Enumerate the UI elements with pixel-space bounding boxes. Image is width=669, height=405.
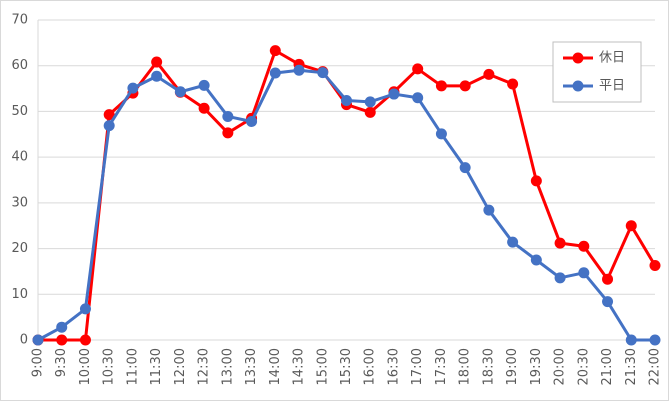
- x-tick-label: 14:30: [292, 348, 307, 385]
- marker: [507, 236, 519, 248]
- y-tick-label: 70: [11, 13, 28, 28]
- x-tick-label: 20:30: [576, 348, 591, 385]
- marker: [222, 110, 234, 122]
- marker: [625, 220, 637, 232]
- marker: [554, 237, 566, 249]
- x-tick-label: 16:30: [386, 348, 401, 385]
- marker: [459, 80, 471, 92]
- x-tick-label: 12:00: [173, 348, 188, 385]
- legend-label: 平日: [599, 79, 625, 94]
- x-tick-label: 12:30: [197, 348, 212, 385]
- x-tick-label: 20:00: [553, 348, 568, 385]
- marker: [127, 82, 139, 94]
- x-tick-label: 22:00: [648, 348, 663, 385]
- y-tick-label: 0: [20, 333, 28, 348]
- marker: [412, 92, 424, 104]
- x-tick-label: 19:30: [529, 348, 544, 385]
- marker: [412, 63, 424, 75]
- x-tick-label: 9:00: [31, 348, 46, 377]
- marker: [602, 296, 614, 308]
- marker: [388, 88, 400, 100]
- marker: [507, 78, 519, 90]
- x-tick-label: 13:30: [244, 348, 259, 385]
- marker: [435, 80, 447, 92]
- y-tick-label: 60: [11, 58, 28, 73]
- marker: [198, 102, 210, 114]
- legend-box: [552, 41, 642, 103]
- marker: [103, 109, 115, 121]
- marker: [269, 67, 281, 79]
- marker: [56, 334, 68, 346]
- marker: [649, 259, 661, 271]
- x-tick-label: 9:30: [54, 348, 69, 377]
- marker: [317, 67, 329, 79]
- marker: [649, 334, 661, 346]
- marker: [483, 204, 495, 216]
- marker: [625, 334, 637, 346]
- x-tick-label: 11:00: [125, 348, 140, 385]
- x-tick-label: 14:00: [268, 348, 283, 385]
- y-tick-label: 10: [11, 287, 28, 302]
- y-tick-label: 40: [11, 150, 28, 165]
- marker: [151, 70, 163, 82]
- marker: [602, 273, 614, 285]
- marker: [341, 94, 352, 106]
- marker: [79, 303, 91, 315]
- x-tick-label: 16:00: [363, 348, 378, 385]
- legend-marker: [572, 52, 584, 64]
- x-tick-label: 11:30: [149, 348, 164, 385]
- x-tick-label: 15:00: [315, 348, 330, 385]
- x-tick-label: 17:00: [410, 348, 425, 385]
- marker: [293, 64, 305, 76]
- legend-marker: [572, 80, 584, 92]
- marker: [530, 254, 542, 266]
- marker: [578, 267, 590, 279]
- marker: [246, 115, 258, 127]
- marker: [222, 127, 234, 139]
- marker: [103, 120, 115, 132]
- legend-label: 休日: [599, 51, 625, 66]
- x-tick-label: 17:30: [434, 348, 449, 385]
- x-tick-label: 10:30: [102, 348, 117, 385]
- marker: [554, 272, 566, 284]
- marker: [56, 321, 68, 333]
- x-tick-label: 21:30: [624, 348, 639, 385]
- marker: [459, 162, 471, 174]
- marker: [151, 56, 163, 68]
- x-tick-label: 19:00: [505, 348, 520, 385]
- marker: [364, 96, 376, 108]
- marker: [269, 45, 281, 57]
- marker: [364, 106, 376, 118]
- marker: [578, 240, 590, 252]
- x-tick-label: 15:30: [339, 348, 354, 385]
- y-tick-label: 20: [11, 241, 28, 256]
- y-tick-label: 50: [11, 104, 28, 119]
- marker: [483, 68, 495, 80]
- marker: [79, 334, 91, 346]
- marker: [198, 79, 210, 91]
- marker: [174, 86, 186, 98]
- marker: [435, 128, 447, 140]
- x-tick-label: 21:00: [600, 348, 615, 385]
- x-tick-label: 10:00: [78, 348, 93, 385]
- y-tick-label: 30: [11, 195, 28, 210]
- x-tick-label: 18:30: [481, 348, 496, 385]
- marker: [32, 334, 44, 346]
- x-tick-label: 13:00: [220, 348, 235, 385]
- marker: [530, 175, 542, 187]
- x-tick-label: 18:00: [458, 348, 473, 385]
